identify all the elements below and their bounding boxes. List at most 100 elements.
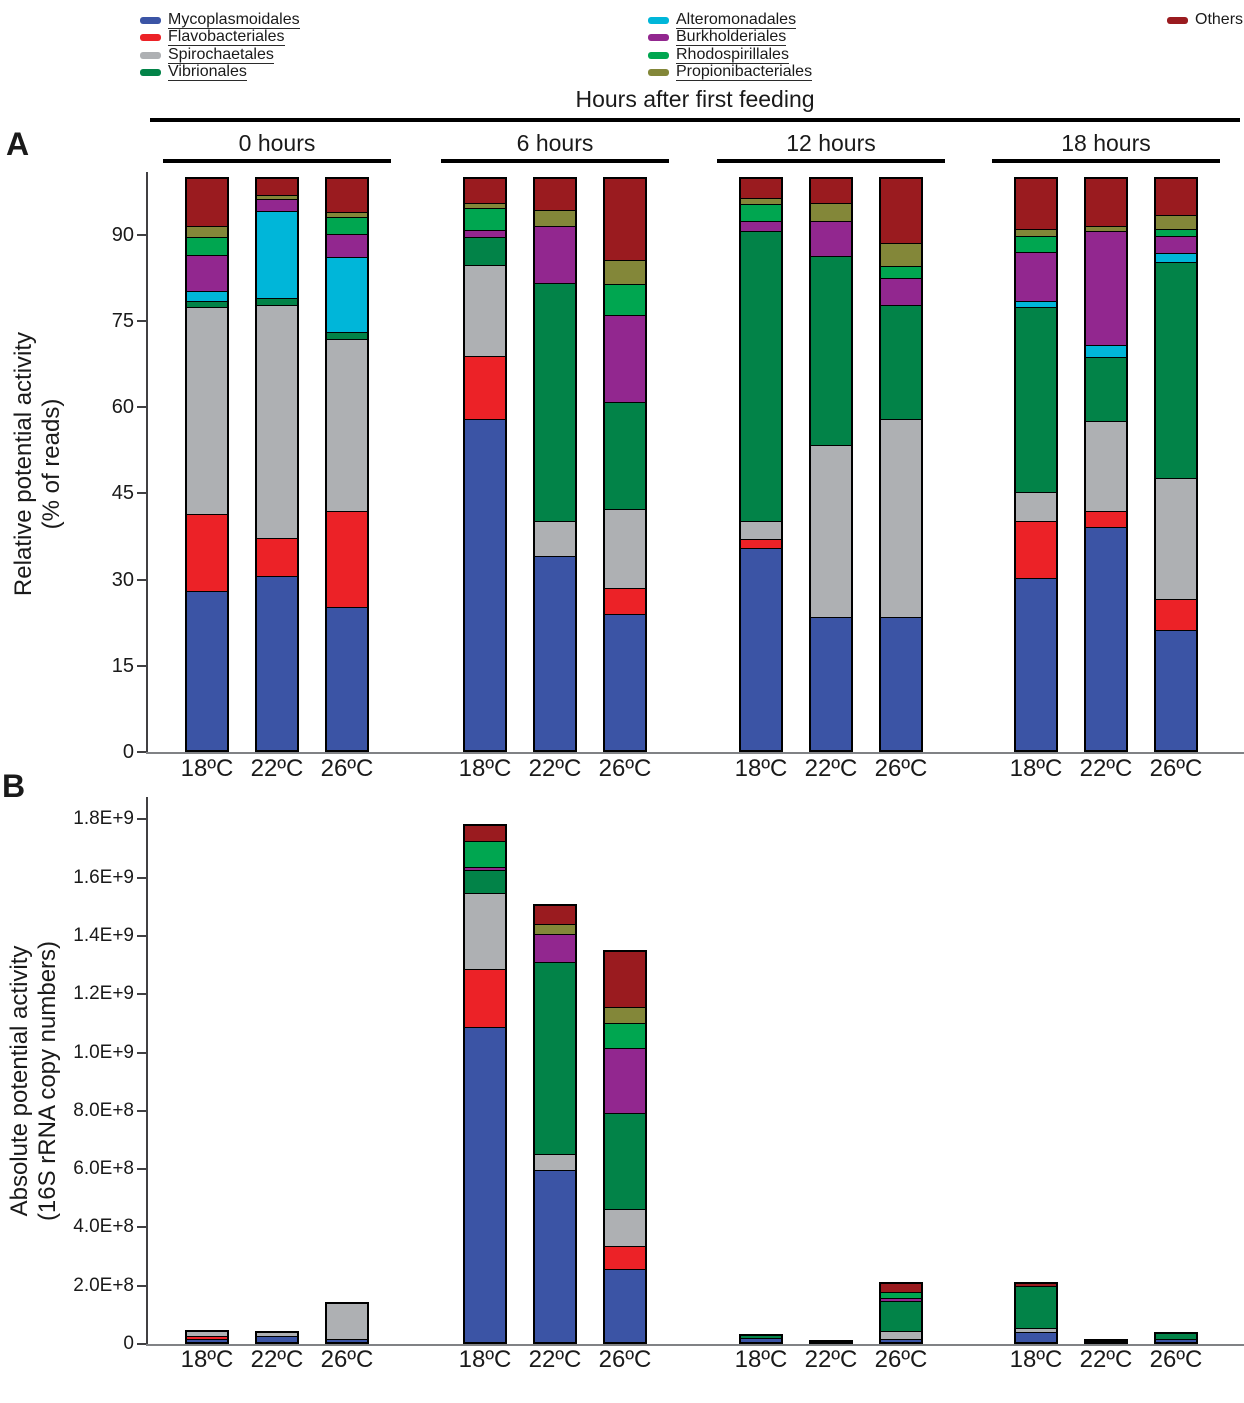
panel-b-y-tick: [137, 1168, 146, 1171]
bar-segment-mycoplasmoidales: [187, 1338, 227, 1342]
panel-a-x-label-18ºC: 18ºC: [734, 755, 788, 782]
panel-b-x-label-18ºC: 18ºC: [734, 1346, 788, 1373]
bar-segment-mycoplasmoidales: [605, 614, 645, 750]
panel-a-y-tick-label: 60: [111, 396, 134, 418]
bar-segment-propionibacteriales: [1156, 215, 1196, 229]
panel-b-y-tick-label: 8.0E+8: [73, 1099, 134, 1121]
panel-a-y-tick-label: 30: [111, 568, 134, 591]
panel-b-x-label-22ºC: 22ºC: [1079, 1346, 1133, 1373]
bar-segment-propionibacteriales: [257, 194, 297, 199]
panel-b-y-tick-label: 0: [123, 1333, 134, 1354]
bar-segment-spirochaetales: [605, 1209, 645, 1246]
bar-segment-alteromonadales: [1156, 252, 1196, 263]
panel-b-x-label-18ºC: 18ºC: [458, 1346, 512, 1373]
bar-segment-others: [1016, 1284, 1056, 1287]
bar-segment-flavobacteriales: [327, 511, 367, 608]
legend-swatch-icon: [140, 16, 161, 24]
legend-label: Burkholderiales: [676, 28, 787, 46]
bar-segment-vibrionales: [1016, 1286, 1056, 1328]
panel-b-y-tick: [137, 876, 146, 879]
panel-b-bar-12hours-18ºC: [739, 1334, 783, 1344]
panel-b-bar-18hours-18ºC: [1014, 1282, 1058, 1344]
bar-segment-vibrionales: [605, 1113, 645, 1210]
bar-segment-others: [535, 179, 575, 210]
panel-a-x-label-22ºC: 22ºC: [1079, 755, 1133, 782]
bar-segment-spirochaetales: [535, 1153, 575, 1170]
panel-a-x-label-22ºC: 22ºC: [804, 755, 858, 782]
bar-segment-others: [465, 179, 505, 203]
panel-a-y-tick: [137, 751, 146, 753]
panel-a-bar-18hours-22ºC: [1084, 177, 1128, 752]
bar-segment-alteromonadales: [327, 256, 367, 332]
legend-label: Flavobacteriales: [168, 28, 285, 46]
bar-segment-spirochaetales: [257, 1332, 297, 1337]
bar-segment-spirochaetales: [187, 1332, 227, 1336]
panel-a-y-tick: [137, 492, 146, 495]
panel-a-x-label-26ºC: 26ºC: [1149, 755, 1203, 782]
panel-a-x-label-18ºC: 18ºC: [180, 755, 234, 782]
panel-a-x-label-22ºC: 22ºC: [528, 755, 582, 782]
panel-a-x-label-22ºC: 22ºC: [250, 755, 304, 782]
bar-segment-burkholderiales: [1156, 235, 1196, 253]
legend: Mycoplasmoidales Flavobacteriales Spirocha…: [0, 0, 1244, 85]
bar-segment-alteromonadales: [1086, 345, 1126, 357]
panel-a-bar-0hours-22ºC: [255, 177, 299, 752]
panel-b-bar-6hours-18ºC: [463, 823, 507, 1344]
bar-segment-mycoplasmoidales: [535, 555, 575, 750]
bar-segment-spirochaetales: [1086, 421, 1126, 512]
bar-segment-burkholderiales: [535, 226, 575, 283]
bar-segment-spirochaetales: [257, 304, 297, 538]
bar-segment-mycoplasmoidales: [327, 607, 367, 750]
bar-segment-others: [1016, 179, 1056, 229]
legend-swatch-icon: [140, 69, 161, 76]
panel-b-x-label-22ºC: 22ºC: [528, 1346, 582, 1373]
bar-segment-others: [811, 179, 851, 204]
panel-b-x-axis-line: [146, 1344, 1244, 1346]
bar-segment-mycoplasmoidales: [1016, 1332, 1056, 1342]
panel-b-y-tick: [137, 1109, 146, 1112]
bar-segment-spirochaetales: [465, 893, 505, 969]
panel-a-letter: A: [6, 126, 30, 162]
panel-a-bar-12hours-22ºC: [809, 177, 853, 752]
group-underline-0-hours: [163, 159, 391, 163]
legend-label: Propionibacteriales: [676, 63, 813, 81]
bar-segment-mycoplasmoidales: [1156, 629, 1196, 750]
bar-segment-vibrionales: [1086, 356, 1126, 422]
bar-segment-vibrionales: [881, 304, 921, 419]
bar-segment-propionibacteriales: [187, 225, 227, 238]
panel-b-y-tick: [137, 934, 146, 937]
legend-swatch-icon: [648, 34, 669, 41]
bar-segment-vibrionales: [465, 869, 505, 894]
bar-segment-mycoplasmoidales: [1016, 577, 1056, 750]
panel-b-y-tick-label: 4.0E+8: [73, 1216, 134, 1238]
bar-segment-propionibacteriales: [881, 242, 921, 266]
panel-b-bar-6hours-26ºC: [603, 950, 647, 1344]
panel-a-y-tick: [137, 578, 146, 581]
bar-segment-propionibacteriales: [605, 1006, 645, 1023]
bar-segment-spirochaetales: [1156, 478, 1196, 599]
panel-a-bar-6hours-26ºC: [603, 177, 647, 752]
bar-segment-burkholderiales: [881, 1298, 921, 1301]
legend-item-mycoplasmoidales: Mycoplasmoidales: [140, 11, 300, 29]
panel-b-bar-12hours-26ºC: [879, 1282, 923, 1344]
group-label-6-hours: 6 hours: [516, 130, 594, 156]
legend-label: Alteromonadales: [676, 10, 797, 29]
bar-segment-burkholderiales: [257, 198, 297, 211]
legend-item-alteromonadales: Alteromonadales: [648, 10, 797, 29]
legend-item-vibrionales: Vibrionales: [140, 64, 247, 81]
panel-b-x-label-22ºC: 22ºC: [804, 1346, 858, 1373]
bar-segment-rhodospirillales: [881, 265, 921, 278]
panel-a-bar-0hours-18ºC: [185, 177, 229, 752]
bar-segment-rhodospirillales: [741, 203, 781, 222]
bar-segment-spirochaetales: [327, 338, 367, 512]
bar-segment-others: [327, 179, 367, 212]
bar-segment-vibrionales: [811, 255, 851, 446]
bar-segment-flavobacteriales: [187, 514, 227, 591]
bar-segment-burkholderiales: [465, 230, 505, 237]
bar-segment-mycoplasmoidales: [535, 1170, 575, 1342]
bar-segment-spirochaetales: [881, 1331, 921, 1339]
bar-segment-others: [535, 905, 575, 924]
bar-segment-flavobacteriales: [465, 968, 505, 1028]
panel-b-y-tick-label: 6.0E+8: [73, 1158, 134, 1180]
